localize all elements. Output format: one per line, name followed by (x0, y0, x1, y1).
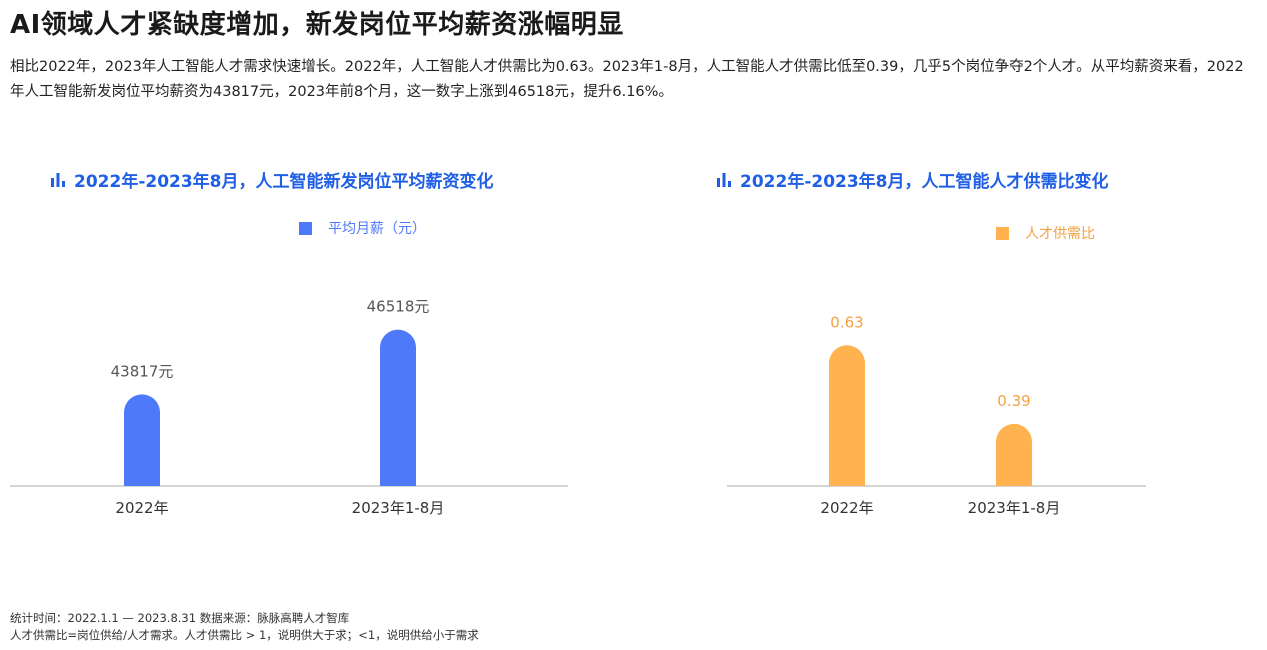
footnote-definition: 人才供需比=岗位供给/人才需求。人才供需比 > 1，说明供大于求；<1，说明供给… (10, 628, 479, 642)
bar (996, 423, 1032, 486)
x-tick-label: 2023年1-8月 (968, 499, 1061, 517)
page-summary: 相比2022年，2023年人工智能人才需求快速增长。2022年，人工智能人才供需… (10, 59, 1244, 100)
data-label: 0.39 (997, 392, 1030, 410)
legend-swatch (996, 226, 1009, 240)
x-tick-label: 2022年 (820, 499, 873, 517)
footnote-period-source: 统计时间：2022.1.1 — 2023.8.31 数据来源：脉脉高聘人才智库 (10, 611, 350, 625)
bar (380, 329, 416, 486)
page-title: AI领域人才紧缺度增加，新发岗位平均薪资涨幅明显 (10, 10, 624, 40)
legend-ratio: 人才供需比 (996, 223, 1095, 243)
bar-chart-icon (50, 172, 66, 188)
salary-bar-chart: 43817元 2022年 46518元 2023年1-8月 (10, 298, 568, 517)
legend-label: 人才供需比 (1025, 226, 1095, 242)
footnote: 统计时间：2022.1.1 — 2023.8.31 数据来源：脉脉高聘人才智库 … (10, 610, 479, 644)
data-label: 43817元 (111, 362, 174, 380)
data-label: 46518元 (367, 298, 430, 316)
chart-title-text: 2022年-2023年8月，人工智能人才供需比变化 (740, 172, 1109, 192)
data-label: 0.63 (830, 313, 863, 331)
chart-title-ratio: 2022年-2023年8月，人工智能人才供需比变化 (716, 167, 1109, 192)
chart-title-salary: 2022年-2023年8月，人工智能新发岗位平均薪资变化 (50, 167, 494, 192)
bar (124, 394, 160, 486)
x-tick-label: 2023年1-8月 (352, 499, 445, 517)
legend-salary: 平均月薪（元） (299, 218, 426, 238)
bar-chart-icon (716, 172, 732, 188)
ratio-bar-chart: 0.63 2022年 0.39 2023年1-8月 (727, 313, 1146, 517)
x-tick-label: 2022年 (115, 499, 168, 517)
legend-label: 平均月薪（元） (328, 221, 426, 237)
chart-title-text: 2022年-2023年8月，人工智能新发岗位平均薪资变化 (74, 172, 494, 192)
legend-swatch (299, 221, 312, 235)
bar (829, 345, 865, 486)
